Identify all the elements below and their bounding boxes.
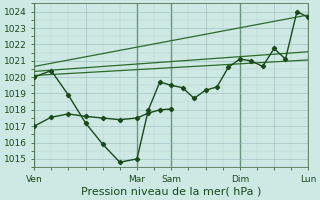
X-axis label: Pression niveau de la mer( hPa ): Pression niveau de la mer( hPa ) xyxy=(81,187,261,197)
